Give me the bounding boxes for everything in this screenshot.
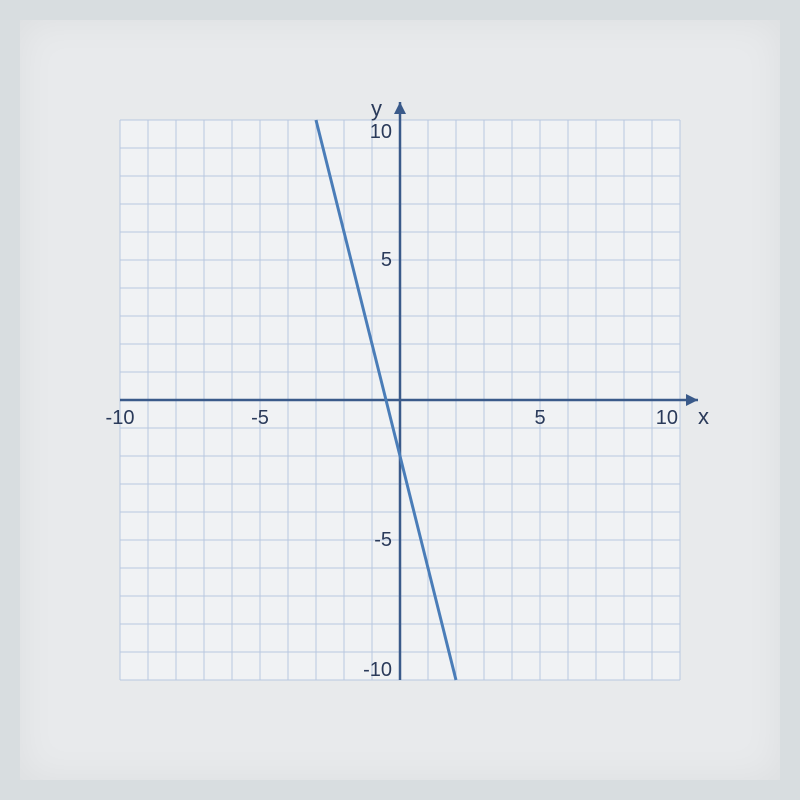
x-tick-label: -10 <box>106 407 135 429</box>
x-axis-label: x <box>698 404 709 429</box>
x-tick-label: -5 <box>251 407 269 429</box>
y-tick-label: -5 <box>374 529 392 551</box>
y-tick-label: 10 <box>370 121 392 143</box>
x-tick-label: 5 <box>534 407 545 429</box>
y-axis-label: y <box>371 96 382 121</box>
y-tick-label: -10 <box>363 659 392 681</box>
screenshot-frame: -10 -5 5 10 -10 -5 5 10 x y <box>20 20 780 780</box>
x-tick-label: 10 <box>656 407 678 429</box>
y-tick-label: 5 <box>381 249 392 271</box>
coordinate-plane-chart: -10 -5 5 10 -10 -5 5 10 x y <box>80 80 720 720</box>
chart-svg: -10 -5 5 10 -10 -5 5 10 x y <box>80 80 720 720</box>
